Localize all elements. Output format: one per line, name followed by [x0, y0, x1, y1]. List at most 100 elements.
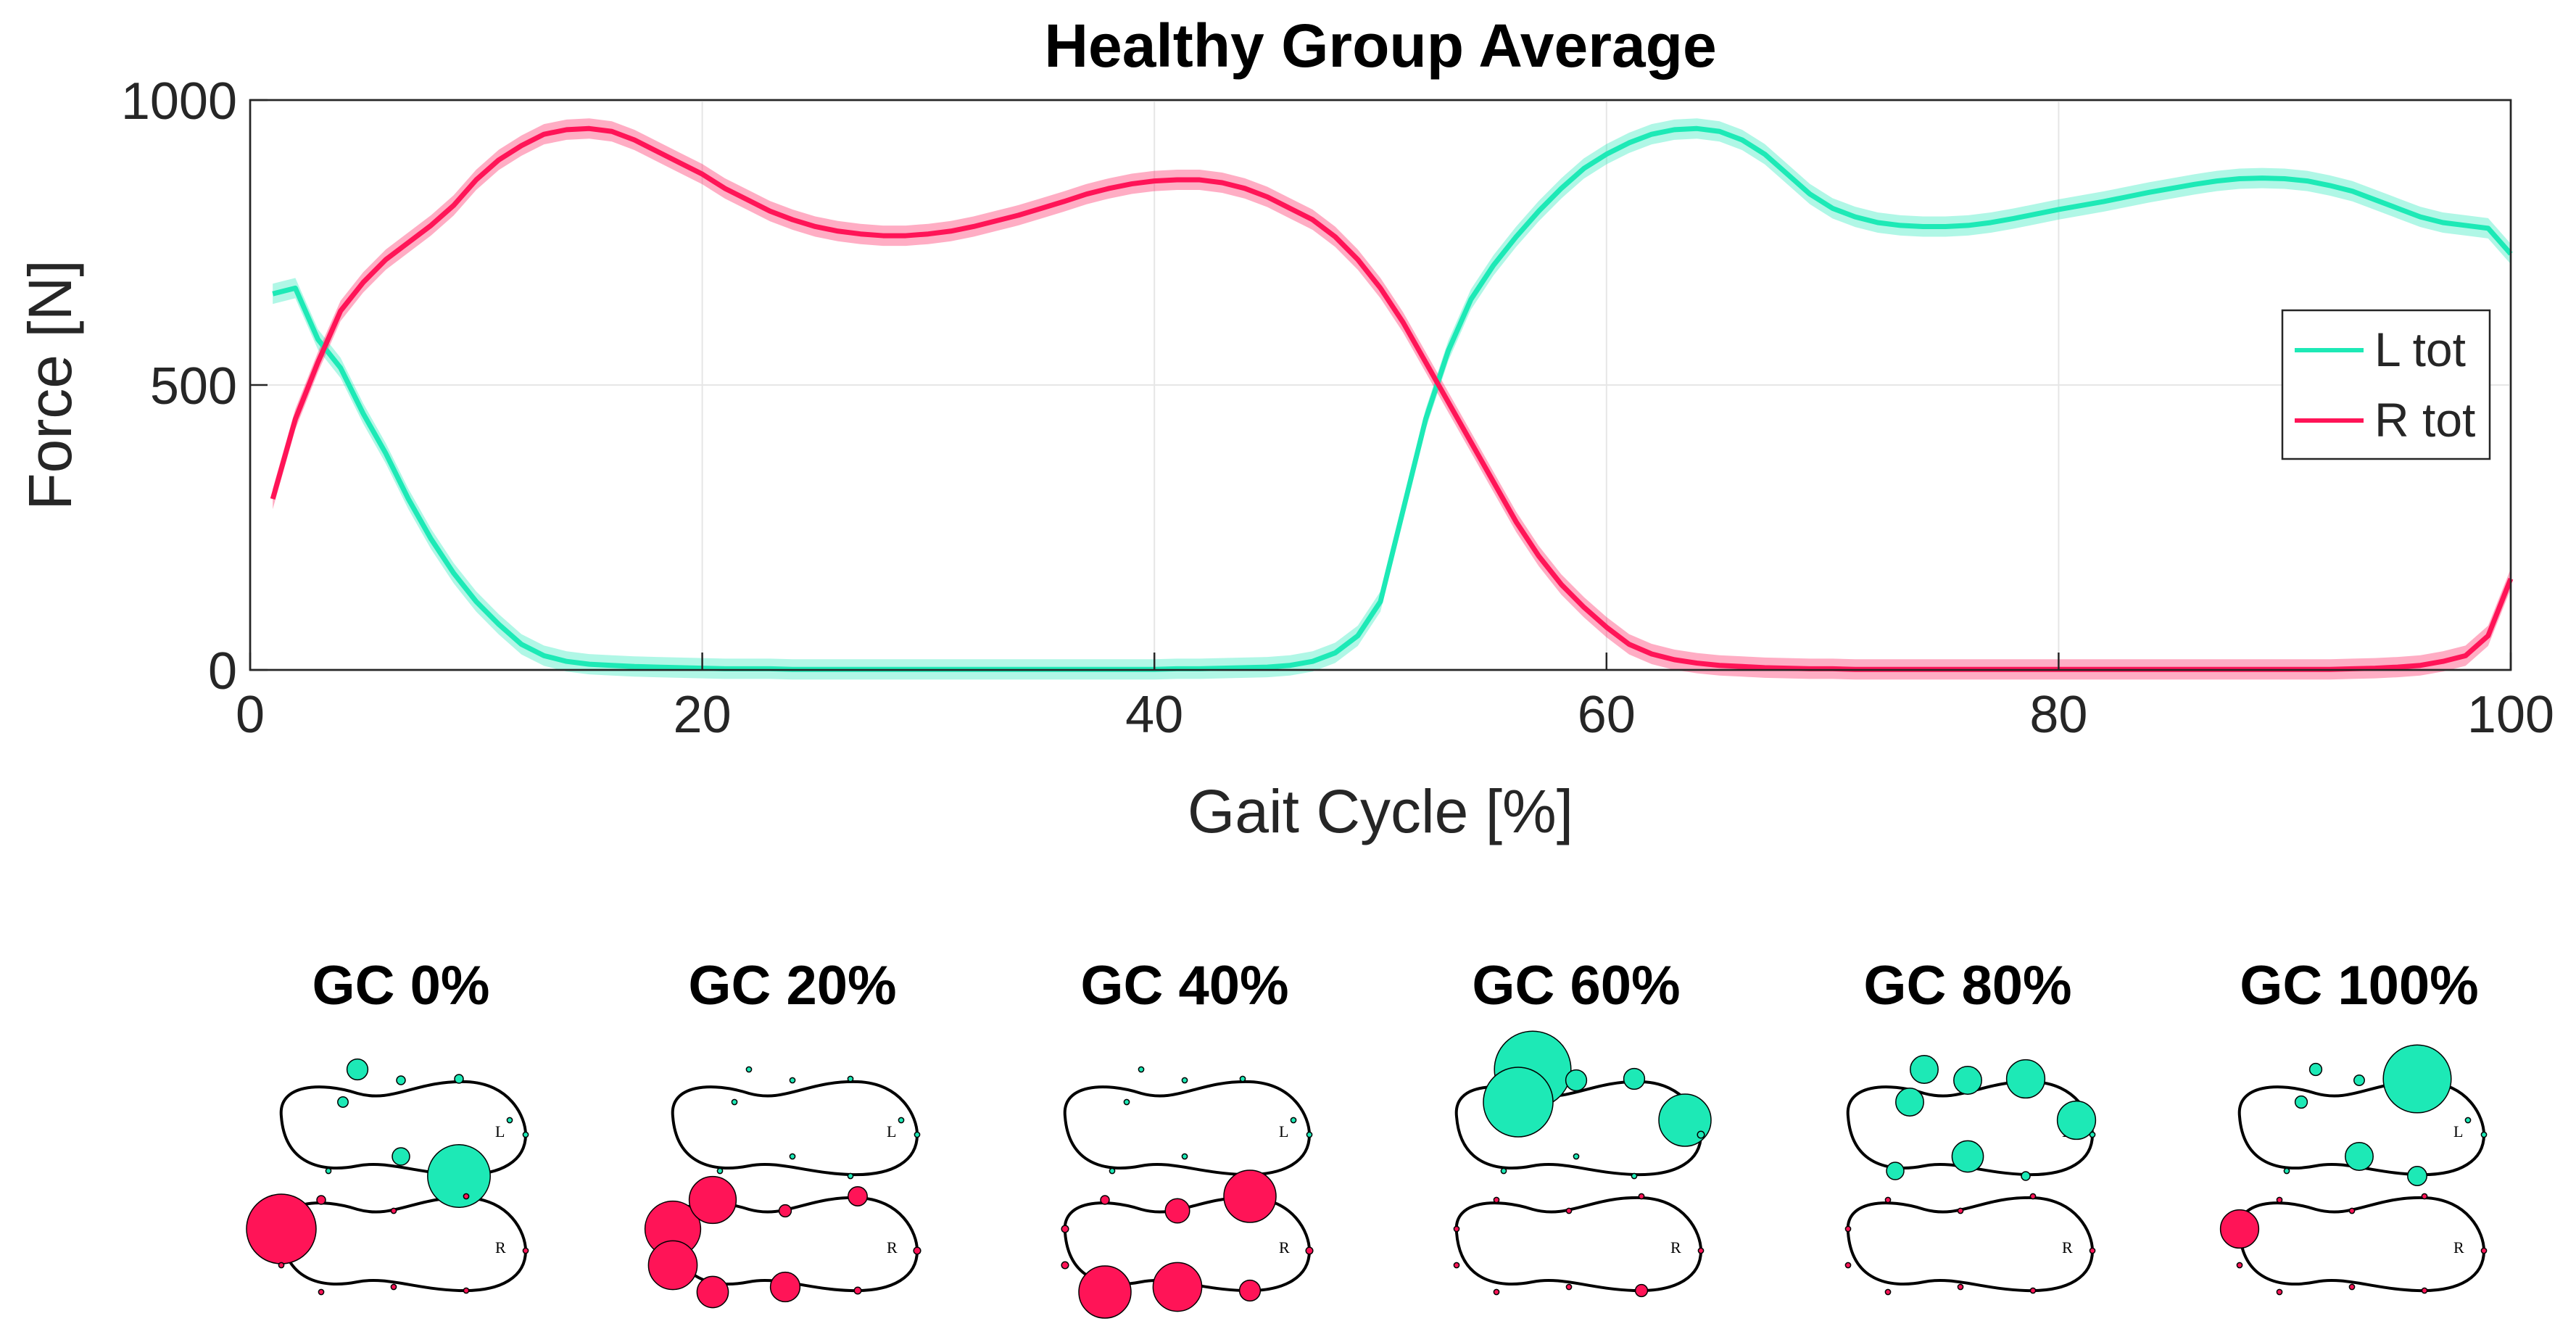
right-sensor	[246, 1193, 317, 1264]
left-sensor	[1306, 1131, 1313, 1138]
left-sensor	[1181, 1153, 1188, 1160]
right-foot-label: R	[1279, 1238, 1290, 1256]
left-sensor	[506, 1117, 513, 1124]
left-sensor	[716, 1167, 724, 1175]
x-tick-label: 100	[2467, 686, 2554, 744]
right-sensor	[1697, 1247, 1705, 1254]
left-sensor	[1953, 1066, 1982, 1095]
right-sensor	[647, 1240, 698, 1291]
gc-panel: GC 100% L R	[2219, 955, 2488, 1296]
left-sensor	[2021, 1171, 2031, 1181]
left-sensor	[2480, 1131, 2488, 1138]
right-sensor	[1453, 1262, 1460, 1269]
left-sensor	[1697, 1130, 1705, 1139]
left-sensor	[1109, 1167, 1116, 1175]
left-sensor	[2353, 1075, 2365, 1086]
left-sensor	[2294, 1095, 2308, 1109]
right-sensor	[522, 1247, 529, 1254]
right-sensor	[1100, 1195, 1110, 1205]
right-sensor	[1453, 1225, 1460, 1233]
left-sensor	[392, 1147, 410, 1166]
right-sensor	[2236, 1262, 2243, 1269]
right-sensor	[913, 1246, 922, 1255]
left-foot-label: L	[887, 1122, 896, 1140]
right-sensor	[1164, 1198, 1190, 1224]
right-sensor	[1238, 1279, 1262, 1302]
left-foot-label: L	[495, 1122, 505, 1140]
left-sensor	[1895, 1088, 1924, 1117]
right-sensor	[278, 1262, 285, 1269]
right-sensor	[1493, 1288, 1500, 1296]
right-sensor	[2480, 1247, 2488, 1254]
right-sensor	[1565, 1283, 1573, 1291]
right-foot-outline	[2237, 1196, 2486, 1293]
line-l-tot	[272, 125, 2513, 672]
left-sensor	[1290, 1117, 1297, 1124]
x-tick-label: 60	[1578, 686, 1636, 744]
right-sensor	[2348, 1207, 2356, 1214]
right-sensor	[1634, 1283, 1649, 1298]
left-foot-label: L	[2453, 1122, 2463, 1140]
right-foot-label: R	[495, 1238, 506, 1256]
right-sensor	[2276, 1288, 2283, 1296]
gc-panel: GC 20% L R	[644, 955, 922, 1309]
right-sensor	[463, 1193, 470, 1200]
left-sensor	[1483, 1067, 1554, 1138]
right-sensor	[1638, 1193, 1645, 1200]
gc-panel: GC 40% L R	[1061, 955, 1314, 1319]
right-sensor	[688, 1175, 737, 1225]
right-sensor	[1493, 1196, 1500, 1204]
y-tick-label: 500	[150, 357, 237, 415]
gc-panel-title: GC 40%	[1080, 955, 1288, 1017]
right-sensor	[1061, 1261, 1069, 1270]
gc-panel-title: GC 80%	[1863, 955, 2071, 1017]
x-tick-label: 20	[674, 686, 732, 744]
right-sensor	[853, 1286, 862, 1295]
x-tick-label: 40	[1125, 686, 1183, 744]
left-foot-outline	[671, 1080, 919, 1177]
right-sensor	[316, 1195, 326, 1205]
right-sensor	[2421, 1287, 2428, 1294]
left-sensor	[346, 1058, 369, 1081]
y-axis-label: Force [N]	[16, 260, 84, 510]
left-sensor	[1181, 1077, 1188, 1084]
left-sensor	[2056, 1100, 2097, 1140]
x-axis-label: Gait Cycle [%]	[1188, 777, 1573, 845]
right-sensor	[1957, 1283, 1964, 1291]
left-sensor	[1886, 1162, 1905, 1180]
x-tick-label: 80	[2029, 686, 2087, 744]
right-foot-label: R	[2453, 1238, 2464, 1256]
left-sensor	[1500, 1167, 1507, 1175]
left-sensor	[847, 1172, 854, 1180]
left-sensor	[914, 1131, 921, 1138]
right-sensor	[1061, 1225, 1069, 1233]
left-sensor	[325, 1167, 332, 1175]
left-sensor	[396, 1075, 406, 1085]
right-sensor	[1884, 1196, 1892, 1204]
left-sensor	[847, 1075, 854, 1082]
left-sensor	[789, 1153, 796, 1160]
right-sensor	[769, 1271, 801, 1303]
gc-panel: GC 80%LR	[1844, 955, 2097, 1296]
right-sensor	[1152, 1262, 1203, 1312]
right-sensor	[390, 1207, 397, 1214]
right-foot-label: R	[887, 1238, 898, 1256]
left-sensor	[2005, 1059, 2046, 1099]
right-sensor	[778, 1204, 792, 1218]
legend-label-l-tot: L tot	[2374, 323, 2466, 376]
left-foot-outline	[1063, 1080, 1312, 1177]
gc-panel: GC 60%LR	[1453, 955, 1712, 1298]
left-sensor	[2308, 1062, 2323, 1077]
right-sensor	[318, 1288, 325, 1296]
right-foot-outline	[279, 1196, 528, 1293]
right-foot-outline	[1846, 1196, 2095, 1293]
right-sensor	[463, 1287, 470, 1294]
left-sensor	[1573, 1153, 1580, 1160]
left-sensor	[1565, 1069, 1588, 1092]
gc-panel: GC 0% L R	[246, 955, 529, 1296]
left-sensor	[2464, 1117, 2472, 1124]
right-sensor	[1305, 1246, 1314, 1255]
